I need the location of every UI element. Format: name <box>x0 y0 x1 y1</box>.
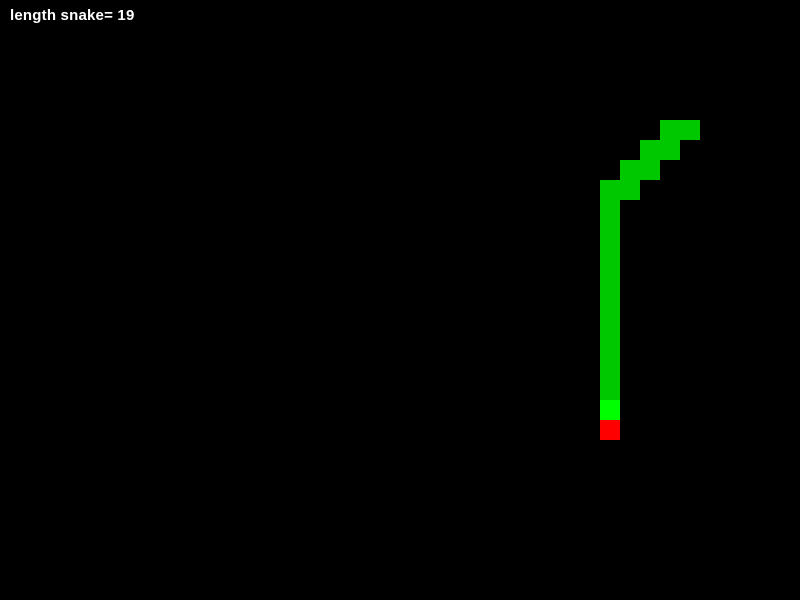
snake-body-segment <box>620 180 640 200</box>
snake-body-segment <box>660 140 680 160</box>
snake-body-segment <box>600 280 620 300</box>
food-item <box>600 420 620 440</box>
snake-body-segment <box>640 140 660 160</box>
snake-body-segment <box>680 120 700 140</box>
snake-body-segment <box>600 340 620 360</box>
snake-body-segment <box>600 200 620 220</box>
snake-head <box>600 400 620 420</box>
snake-body-segment <box>600 300 620 320</box>
snake-body-segment <box>600 180 620 200</box>
snake-body-segment <box>600 240 620 260</box>
snake-length-label: length snake= 19 <box>10 7 135 24</box>
snake-body-segment <box>600 260 620 280</box>
snake-body-segment <box>600 320 620 340</box>
snake-body-segment <box>600 360 620 380</box>
snake-body-segment <box>660 120 680 140</box>
snake-body-segment <box>640 160 660 180</box>
snake-body-segment <box>620 160 640 180</box>
snake-body-segment <box>600 380 620 400</box>
snake-body-segment <box>600 220 620 240</box>
